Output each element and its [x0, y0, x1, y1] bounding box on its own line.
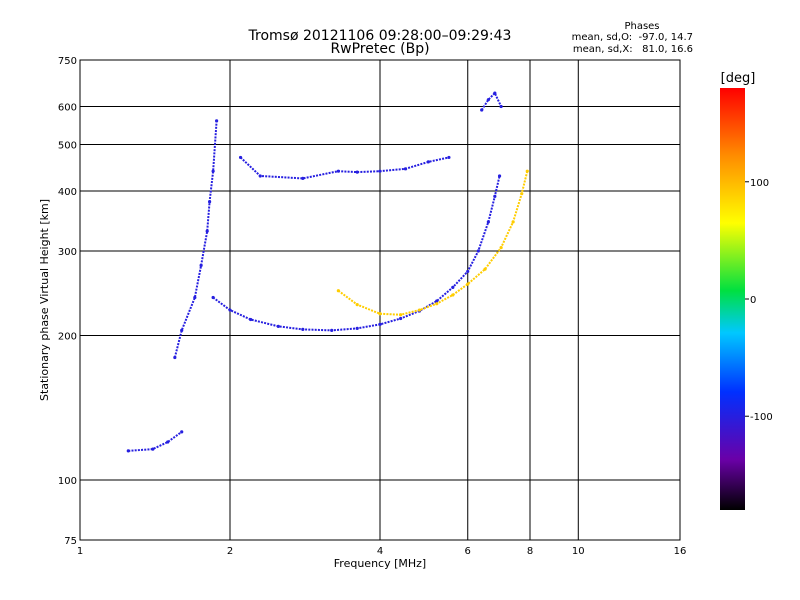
series-o-mode-f-layer-trace — [211, 174, 502, 332]
y-tick-label: 600 — [58, 103, 77, 114]
data-point — [426, 160, 430, 164]
x-tick-label: 4 — [377, 546, 383, 557]
data-point — [466, 269, 470, 274]
phase-stats-header: Phases — [624, 21, 659, 32]
data-point — [166, 440, 170, 444]
data-point — [238, 155, 243, 160]
data-point — [151, 447, 155, 451]
data-point — [301, 176, 305, 181]
data-point — [180, 430, 184, 434]
series-trace — [128, 431, 183, 452]
y-tick-label: 75 — [64, 536, 77, 547]
data-point — [215, 119, 219, 123]
y-tick-label: 400 — [58, 187, 77, 198]
series-x-mode-f-layer-trace — [336, 169, 529, 317]
data-point — [276, 324, 280, 328]
y-axis-label: Stationary phase Virtual Height [km] — [38, 199, 51, 401]
series-multi-hop-echoes — [238, 155, 451, 181]
phase-stats-o: mean, sd,O: -97.0, 14.7 — [572, 32, 693, 43]
data-point — [451, 293, 455, 297]
x-axis-label: Frequency [MHz] — [334, 557, 426, 570]
y-tick-label: 500 — [58, 141, 77, 152]
phase-stats-x: mean, sd,X: 81.0, 16.6 — [573, 44, 693, 55]
data-point — [499, 104, 503, 109]
data-point — [211, 169, 215, 173]
data-point — [205, 229, 209, 233]
data-point — [417, 308, 422, 312]
series-e-layer-trace — [126, 430, 184, 453]
x-tick-label: 1 — [77, 546, 83, 557]
x-tick-label: 16 — [674, 546, 687, 557]
data-point — [466, 282, 470, 286]
data-point — [173, 355, 177, 360]
data-point — [480, 108, 484, 112]
data-point — [493, 91, 497, 95]
data-point — [228, 308, 232, 312]
data-point — [435, 299, 439, 303]
data-point — [193, 295, 197, 300]
colorbar-tick-label: 100 — [750, 178, 769, 189]
y-tick-label: 300 — [58, 247, 77, 258]
data-point — [483, 267, 487, 271]
data-point — [207, 200, 212, 204]
data-point — [451, 285, 455, 289]
colorbar — [720, 88, 745, 510]
data-point — [525, 169, 529, 173]
data-point — [336, 169, 340, 173]
y-tick-label: 200 — [58, 332, 77, 343]
chart-title: Tromsø 20121106 09:28:00–09:29:43 — [248, 28, 512, 44]
data-point — [378, 322, 382, 326]
data-point — [493, 194, 497, 198]
data-point — [211, 295, 215, 300]
data-point — [330, 328, 334, 332]
x-tick-label: 2 — [227, 546, 233, 557]
data-point — [399, 316, 403, 321]
x-tick-label: 6 — [465, 546, 471, 557]
data-point — [499, 245, 503, 250]
data-point — [511, 220, 515, 224]
series-trace — [173, 120, 218, 358]
series-f1-rising-trace — [173, 119, 219, 360]
x-tick-label: 8 — [527, 546, 533, 557]
data-point — [180, 328, 184, 332]
data-point — [378, 169, 382, 173]
data-point — [301, 327, 305, 331]
data-point — [355, 170, 359, 174]
data-point — [355, 302, 359, 307]
data-point — [355, 326, 359, 330]
colorbar-tick-label: -100 — [750, 412, 773, 423]
data-point — [336, 289, 340, 293]
data-point — [486, 220, 490, 224]
y-tick-label: 100 — [58, 476, 77, 487]
colorbar-tick-label: 0 — [750, 295, 756, 306]
data-point — [497, 174, 502, 178]
colorbar-unit: [deg] — [721, 71, 756, 86]
data-point — [447, 155, 451, 160]
data-point — [399, 313, 403, 317]
data-point — [435, 302, 439, 306]
data-point — [378, 312, 382, 316]
data-point — [258, 174, 262, 178]
series-upper-echoes — [480, 91, 503, 112]
chart-subtitle: RwPretec (Bp) — [330, 41, 429, 57]
data-point — [520, 192, 524, 196]
x-tick-label: 10 — [572, 546, 585, 557]
data-point — [476, 249, 480, 253]
data-point — [249, 317, 253, 322]
data-point — [126, 449, 130, 453]
y-tick-label: 750 — [58, 56, 77, 67]
data-point — [486, 98, 490, 102]
series-trace — [480, 91, 503, 111]
data-point — [199, 263, 203, 267]
data-point — [403, 167, 408, 171]
